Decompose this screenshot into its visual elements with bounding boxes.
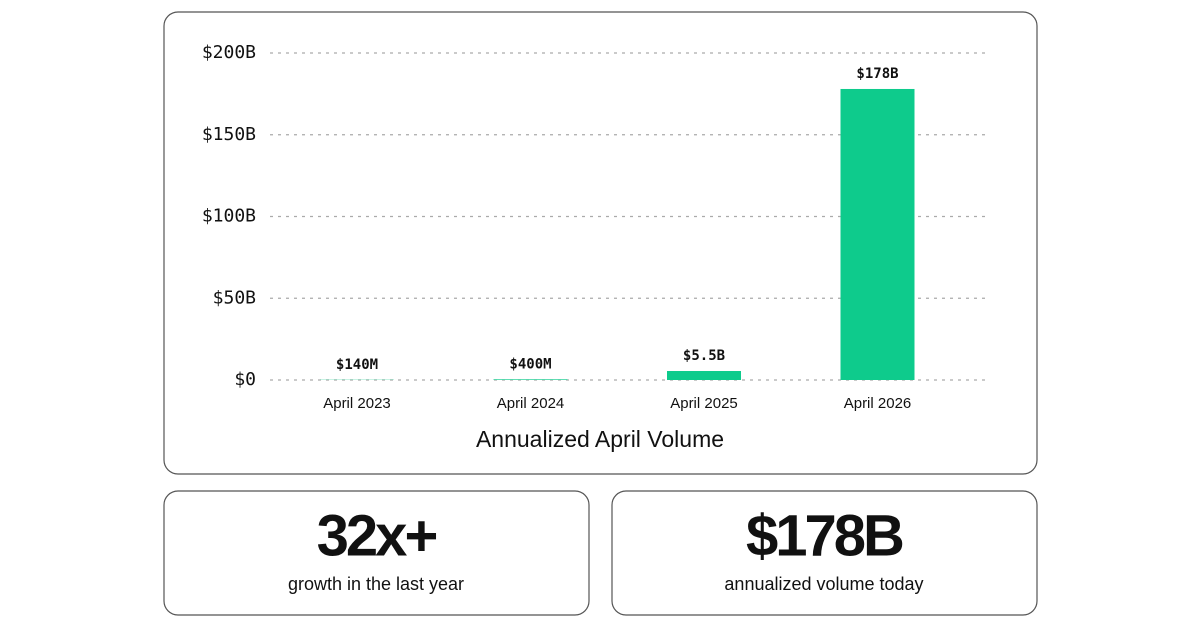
value-label: $5.5B bbox=[683, 348, 725, 364]
stat-label: growth in the last year bbox=[288, 574, 464, 594]
x-tick-label: April 2023 bbox=[323, 395, 391, 412]
bar bbox=[841, 89, 915, 380]
stat-value: 32x+ bbox=[317, 503, 437, 568]
value-label: $140M bbox=[336, 357, 378, 373]
x-tick-label: April 2026 bbox=[844, 395, 912, 412]
bar bbox=[667, 371, 741, 380]
y-tick-label: $150B bbox=[202, 124, 256, 145]
value-label: $400M bbox=[509, 356, 551, 372]
y-tick-label: $0 bbox=[234, 369, 256, 390]
x-axis-title: Annualized April Volume bbox=[476, 426, 724, 452]
bar bbox=[494, 379, 568, 380]
value-label: $178B bbox=[856, 66, 898, 82]
y-tick-label: $200B bbox=[202, 42, 256, 63]
x-tick-label: April 2025 bbox=[670, 395, 738, 412]
stat-value: $178B bbox=[746, 503, 903, 568]
y-tick-label: $50B bbox=[213, 287, 256, 308]
x-tick-label: April 2024 bbox=[497, 395, 565, 412]
stat-label: annualized volume today bbox=[724, 574, 923, 594]
y-tick-label: $100B bbox=[202, 206, 256, 227]
